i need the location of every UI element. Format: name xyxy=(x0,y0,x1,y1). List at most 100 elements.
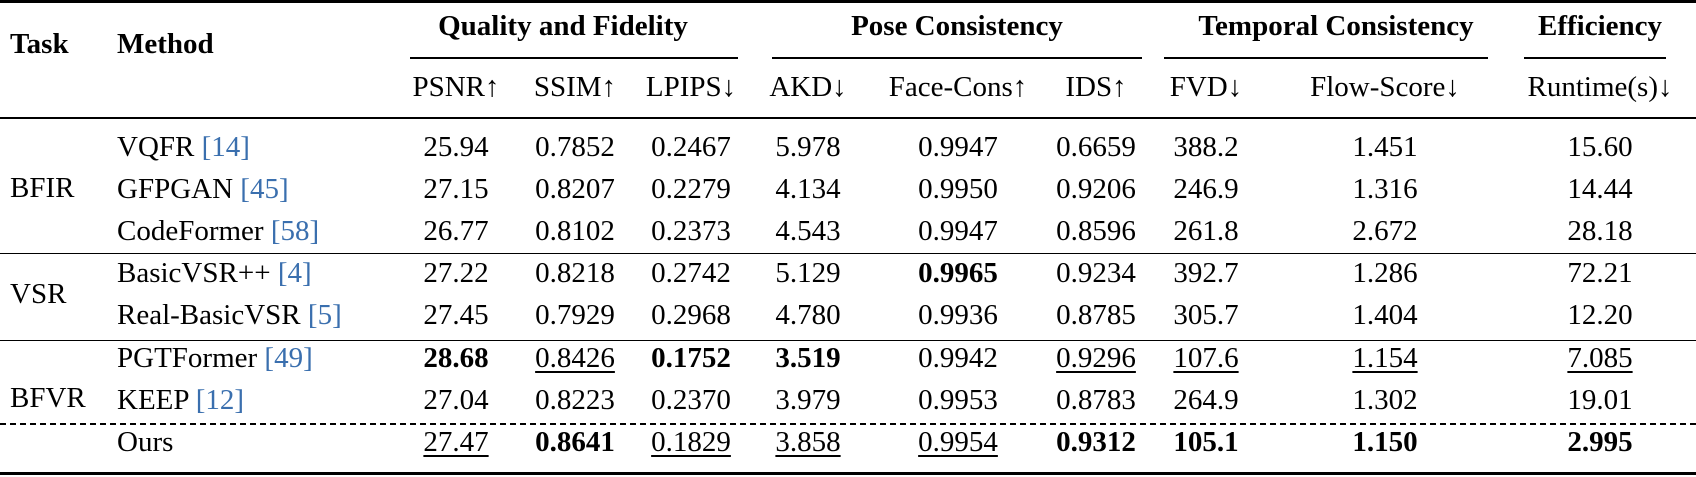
group-underline-efficiency xyxy=(1524,57,1666,59)
metric-fvd: FVD↓ xyxy=(1169,71,1243,103)
metric-value: 0.2373 xyxy=(651,215,731,247)
metric-value: 1.154 xyxy=(1352,342,1418,374)
metric-value: 4.134 xyxy=(775,173,841,205)
group-underline-pose xyxy=(772,57,1142,59)
metric-lpips: LPIPS↓ xyxy=(645,71,737,103)
metric-value: 388.2 xyxy=(1173,131,1239,163)
metric-value: 27.15 xyxy=(423,173,489,205)
method-name: VQFR [14] xyxy=(117,130,250,164)
metric-value: 0.9936 xyxy=(918,299,998,331)
metric-value: 0.9206 xyxy=(1056,173,1136,205)
group-temporal-consistency: Temporal Consistency xyxy=(1198,10,1474,42)
metric-value: 0.8785 xyxy=(1056,299,1136,331)
metric-value: 1.451 xyxy=(1352,131,1418,163)
metric-value: 3.979 xyxy=(775,384,841,416)
top-rule xyxy=(0,0,1696,3)
metric-akd: AKD↓ xyxy=(769,71,847,103)
metric-value: 0.9234 xyxy=(1056,257,1136,289)
metric-value: 0.8207 xyxy=(535,173,615,205)
metric-value: 7.085 xyxy=(1567,342,1633,374)
metric-value: 0.2370 xyxy=(651,384,731,416)
metric-value: 1.316 xyxy=(1352,173,1418,205)
metric-value: 0.2279 xyxy=(651,173,731,205)
method-label: PGTFormer xyxy=(117,342,265,374)
metric-value: 0.9954 xyxy=(918,426,998,458)
group-underline-quality xyxy=(410,57,738,59)
method-name: KEEP [12] xyxy=(117,383,244,417)
citation-link[interactable]: [12] xyxy=(195,384,245,416)
metric-value: 0.7852 xyxy=(535,131,615,163)
group-underline-temporal xyxy=(1164,57,1488,59)
citation-link[interactable]: [14] xyxy=(201,131,250,163)
metric-value: 0.9953 xyxy=(918,384,998,416)
metric-value: 4.780 xyxy=(775,299,841,331)
metric-value: 246.9 xyxy=(1173,173,1239,205)
metric-value: 0.2742 xyxy=(651,257,731,289)
metric-ssim: SSIM↑ xyxy=(533,71,617,103)
method-label: KEEP xyxy=(117,384,196,416)
metric-value: 1.404 xyxy=(1352,299,1418,331)
method-label: CodeFormer xyxy=(117,215,271,247)
metric-value: 0.8641 xyxy=(535,426,615,458)
metric-value: 0.9942 xyxy=(918,342,998,374)
metric-value: 0.1752 xyxy=(651,342,731,374)
metric-value: 19.01 xyxy=(1567,384,1633,416)
task-label-bfvr: BFVR xyxy=(10,382,86,414)
metric-value: 3.519 xyxy=(775,342,841,374)
metric-value: 27.22 xyxy=(423,257,489,289)
metric-psnr: PSNR↑ xyxy=(412,71,500,103)
method-label: BasicVSR++ xyxy=(117,257,278,289)
metric-value: 27.45 xyxy=(423,299,489,331)
metric-value: 0.8596 xyxy=(1056,215,1136,247)
metric-value: 5.978 xyxy=(775,131,841,163)
header-method: Method xyxy=(117,28,214,60)
method-name: BasicVSR++ [4] xyxy=(117,256,312,290)
dashed-rule-ours xyxy=(0,423,1696,425)
citation-link[interactable]: [5] xyxy=(307,299,342,331)
metric-value: 2.995 xyxy=(1567,426,1633,458)
metric-value: 0.8783 xyxy=(1056,384,1136,416)
metric-value: 392.7 xyxy=(1173,257,1239,289)
group-pose-consistency: Pose Consistency xyxy=(851,10,1063,42)
metric-value: 0.9950 xyxy=(918,173,998,205)
metric-value: 0.9296 xyxy=(1056,342,1136,374)
metric-value: 12.20 xyxy=(1567,299,1633,331)
group-rule-vsr xyxy=(0,253,1696,254)
method-label: Real-BasicVSR xyxy=(117,299,308,331)
citation-link[interactable]: [58] xyxy=(270,215,320,247)
metric-value: 105.1 xyxy=(1173,426,1239,458)
metric-value: 1.302 xyxy=(1352,384,1418,416)
metric-value: 0.8223 xyxy=(535,384,615,416)
metric-value: 72.21 xyxy=(1567,257,1633,289)
metric-value: 0.1829 xyxy=(651,426,731,458)
metric-value: 2.672 xyxy=(1352,215,1418,247)
metric-face-cons: Face-Cons↑ xyxy=(888,71,1028,103)
header-task: Task xyxy=(10,28,69,60)
metric-value: 264.9 xyxy=(1173,384,1239,416)
metric-value: 107.6 xyxy=(1173,342,1239,374)
metric-value: 26.77 xyxy=(423,215,489,247)
metric-value: 15.60 xyxy=(1567,131,1633,163)
metric-value: 5.129 xyxy=(775,257,841,289)
metric-value: 4.543 xyxy=(775,215,841,247)
metric-value: 0.9947 xyxy=(918,131,998,163)
method-name: CodeFormer [58] xyxy=(117,214,319,248)
metric-value: 28.68 xyxy=(423,342,489,374)
method-name: GFPGAN [45] xyxy=(117,172,289,206)
method-name: PGTFormer [49] xyxy=(117,341,313,375)
citation-link[interactable]: [49] xyxy=(264,342,313,374)
task-label-vsr: VSR xyxy=(10,278,67,310)
method-name: Ours xyxy=(117,425,173,459)
citation-link[interactable]: [4] xyxy=(277,257,312,289)
metric-value: 28.18 xyxy=(1567,215,1633,247)
group-efficiency: Efficiency xyxy=(1537,10,1662,42)
citation-link[interactable]: [45] xyxy=(240,173,289,205)
metric-value: 14.44 xyxy=(1567,173,1633,205)
header-rule xyxy=(0,117,1696,119)
metric-value: 25.94 xyxy=(423,131,489,163)
metric-value: 0.6659 xyxy=(1056,131,1136,163)
metric-value: 0.8426 xyxy=(535,342,615,374)
metric-value: 0.2968 xyxy=(651,299,731,331)
metric-value: 27.04 xyxy=(423,384,489,416)
task-label-bfir: BFIR xyxy=(10,172,75,204)
